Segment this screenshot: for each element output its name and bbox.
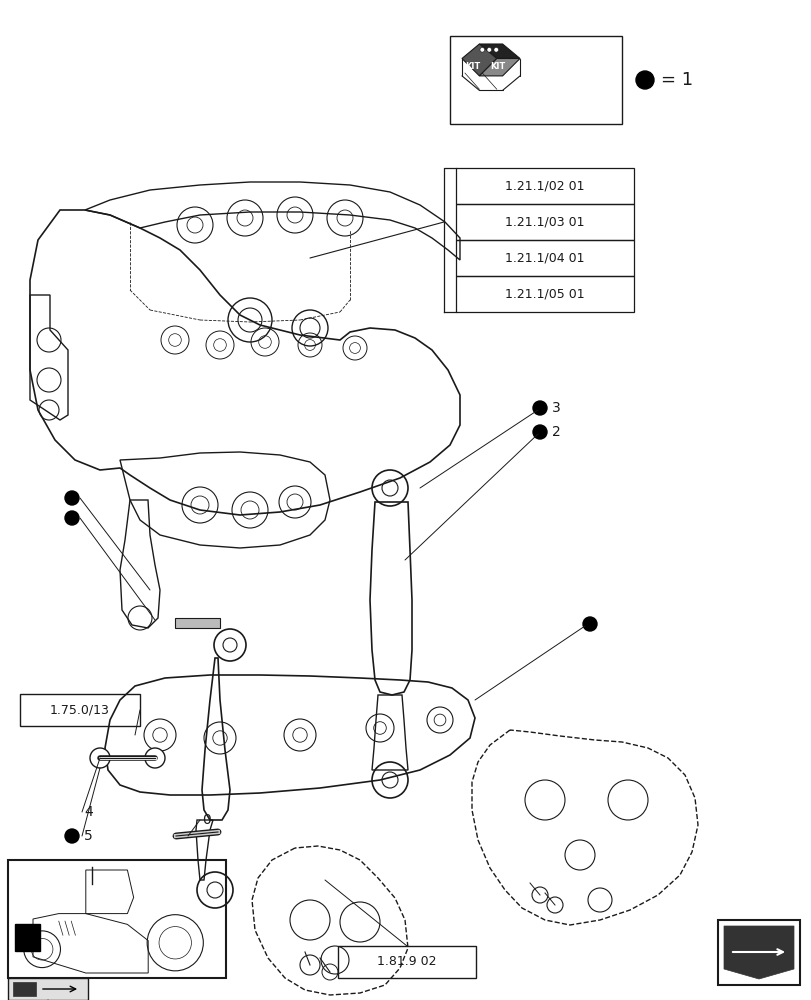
- Text: 1.75.0/13: 1.75.0/13: [50, 704, 109, 716]
- Polygon shape: [461, 44, 496, 76]
- Circle shape: [65, 829, 79, 843]
- Circle shape: [493, 47, 498, 52]
- Text: 1.21.1/05 01: 1.21.1/05 01: [504, 288, 584, 300]
- Bar: [456, 240, 633, 276]
- Circle shape: [90, 748, 109, 768]
- Polygon shape: [723, 926, 793, 979]
- Circle shape: [532, 425, 547, 439]
- Bar: [8, 860, 225, 978]
- Text: KIT: KIT: [489, 62, 504, 71]
- Circle shape: [65, 511, 79, 525]
- Polygon shape: [478, 59, 519, 76]
- Text: 1.81.9 02: 1.81.9 02: [377, 955, 436, 968]
- Bar: [717, 920, 799, 985]
- Text: 5: 5: [84, 829, 92, 843]
- Text: KIT: KIT: [465, 62, 479, 71]
- Circle shape: [145, 748, 165, 768]
- Bar: [15, 924, 40, 951]
- Circle shape: [487, 47, 491, 52]
- Polygon shape: [175, 618, 220, 628]
- Text: 1.21.1/04 01: 1.21.1/04 01: [504, 251, 584, 264]
- Bar: [20, 694, 139, 726]
- Text: 0: 0: [202, 813, 211, 827]
- Text: 1.21.1/02 01: 1.21.1/02 01: [504, 180, 584, 193]
- Bar: [449, 36, 621, 124]
- Circle shape: [582, 617, 596, 631]
- Circle shape: [635, 71, 653, 89]
- Bar: [337, 946, 475, 978]
- Bar: [8, 978, 88, 1000]
- Bar: [456, 168, 633, 204]
- Text: 3: 3: [551, 401, 560, 415]
- Polygon shape: [478, 44, 519, 59]
- Circle shape: [479, 47, 484, 52]
- Text: 2: 2: [551, 425, 560, 439]
- Text: = 1: = 1: [660, 71, 693, 89]
- Text: 1.21.1/03 01: 1.21.1/03 01: [504, 216, 584, 229]
- Circle shape: [65, 491, 79, 505]
- Circle shape: [532, 401, 547, 415]
- Polygon shape: [13, 982, 36, 996]
- Bar: [456, 276, 633, 312]
- Bar: [456, 204, 633, 240]
- Text: 4: 4: [84, 805, 92, 819]
